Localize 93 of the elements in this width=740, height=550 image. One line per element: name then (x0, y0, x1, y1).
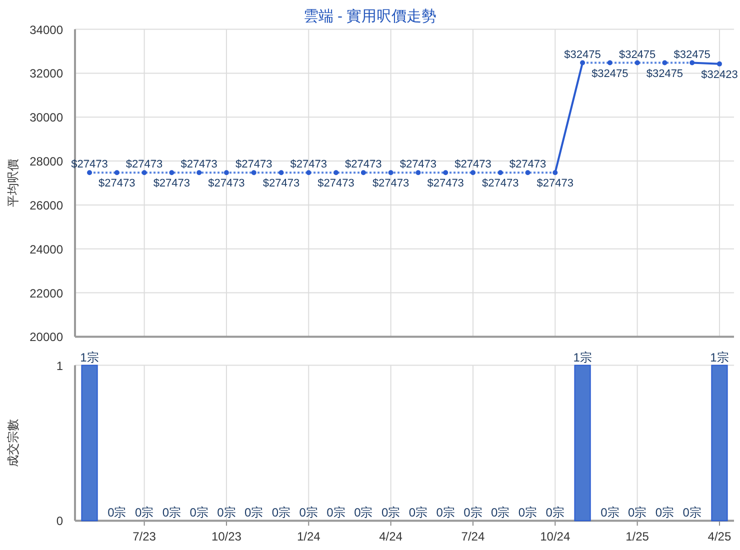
point (334, 170, 339, 176)
data-label: 0宗 (655, 506, 674, 520)
data-label: $27473 (208, 178, 245, 190)
point (169, 170, 174, 176)
point (716, 61, 722, 66)
data-label: $32423 (701, 68, 738, 81)
data-label: 0宗 (464, 506, 482, 520)
data-label: $32475 (674, 48, 710, 61)
point (87, 170, 92, 176)
point (306, 170, 312, 176)
point (498, 170, 503, 176)
point (196, 170, 202, 176)
data-label: $27473 (262, 178, 300, 190)
point (224, 170, 229, 176)
data-label: $27473 (180, 158, 218, 171)
point (634, 60, 640, 66)
point (142, 170, 147, 176)
data-label: 0宗 (600, 506, 620, 520)
data-label: $27473 (98, 178, 136, 190)
y-tick-label: 24000 (30, 242, 64, 256)
data-label: 0宗 (682, 506, 702, 520)
data-label: 1宗 (710, 350, 729, 364)
data-label: $27473 (536, 178, 574, 190)
x-tick-label: 7/23 (132, 530, 156, 544)
data-label: $27473 (71, 158, 108, 171)
x-tick-label: 1/25 (626, 530, 650, 544)
point (416, 170, 421, 176)
point (580, 60, 586, 66)
data-label: $27473 (372, 178, 410, 190)
data-label: $27473 (509, 158, 546, 171)
x-tick-label: 10/24 (540, 530, 570, 544)
x-tick-label: 1/24 (296, 530, 321, 544)
data-label: 0宗 (326, 506, 346, 520)
data-label: $27473 (153, 178, 190, 190)
y-tick-label: 0 (56, 514, 64, 528)
data-label: 0宗 (108, 506, 126, 520)
data-label: 0宗 (299, 506, 318, 520)
data-label: 1宗 (80, 350, 99, 364)
y-tick-label: 34000 (30, 22, 64, 37)
y-tick-label: 26000 (30, 198, 64, 212)
data-label: 0宗 (518, 506, 538, 520)
data-label: 0宗 (436, 506, 455, 520)
data-label: $27473 (427, 178, 464, 190)
data-label: 0宗 (354, 506, 373, 520)
data-label: $27473 (126, 158, 163, 171)
data-label: 0宗 (190, 506, 208, 520)
y-axis-title: 平均呎價 (6, 159, 20, 207)
point (470, 170, 476, 176)
y-tick-label: 30000 (30, 110, 64, 125)
data-label: 0宗 (134, 506, 154, 520)
data-label: 0宗 (491, 506, 510, 520)
data-label: $27473 (318, 178, 354, 190)
point (552, 170, 558, 176)
data-label: $27473 (454, 158, 492, 171)
point (251, 170, 256, 176)
x-tick-label: 4/25 (708, 530, 732, 544)
point (662, 60, 668, 66)
point (607, 60, 612, 66)
chart-title: 雲端 - 實用呎價走勢 (303, 8, 437, 25)
data-label: $32475 (564, 48, 601, 61)
data-label: 0宗 (217, 506, 236, 520)
y-tick-label: 28000 (30, 154, 64, 169)
data-label: 0宗 (381, 506, 400, 520)
data-label: $27473 (345, 158, 382, 171)
data-label: $27473 (400, 158, 437, 171)
x-tick-label: 10/23 (211, 530, 242, 544)
data-label: 0宗 (408, 506, 428, 520)
data-label: $32475 (592, 68, 628, 80)
data-label: 1宗 (573, 350, 592, 364)
point (690, 60, 695, 66)
point (388, 170, 394, 176)
y-tick-label: 32000 (30, 66, 64, 81)
data-label: 0宗 (272, 506, 291, 520)
y-tick-label: 1 (56, 358, 64, 373)
data-label: $32475 (646, 68, 684, 80)
point (360, 170, 366, 176)
y-tick-label: 20000 (30, 330, 64, 344)
y-tick-label: 22000 (30, 286, 64, 300)
y-axis-title: 成交宗數 (6, 419, 20, 467)
data-label: 0宗 (162, 506, 182, 520)
point (443, 170, 448, 176)
point (278, 170, 284, 176)
data-label: $27473 (290, 158, 327, 171)
data-label: $27473 (482, 178, 519, 190)
x-tick-label: 7/24 (461, 530, 485, 544)
x-tick-label: 4/24 (379, 530, 403, 544)
data-label: $32475 (618, 48, 656, 61)
data-label: 0宗 (546, 506, 564, 520)
point (114, 170, 120, 176)
point (525, 170, 530, 176)
data-label: $27473 (235, 158, 272, 171)
data-label: 0宗 (628, 506, 647, 520)
data-label: 0宗 (244, 506, 264, 520)
